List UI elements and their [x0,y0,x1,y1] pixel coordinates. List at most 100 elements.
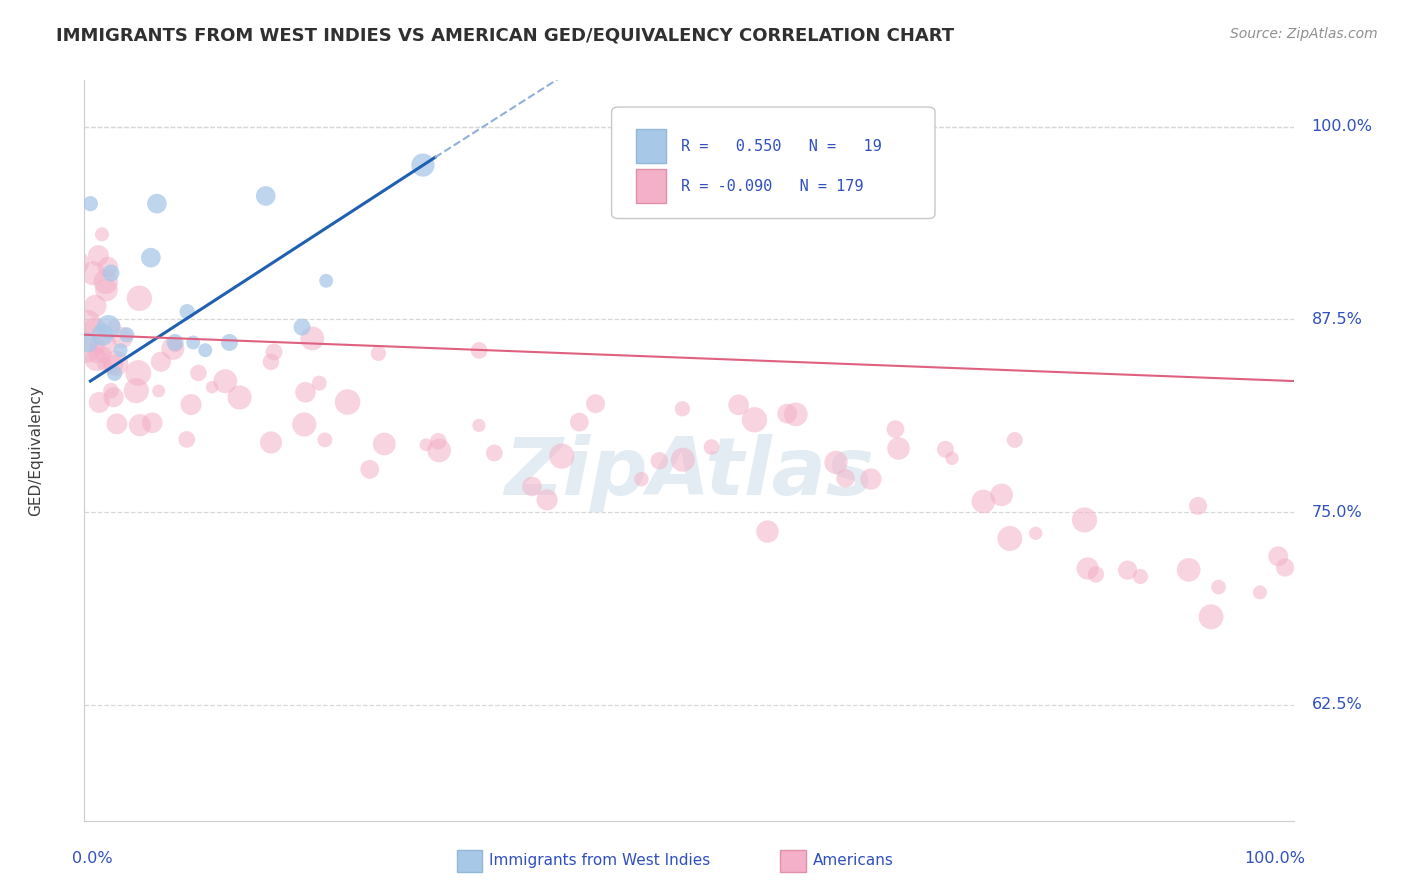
Point [260,355,283,369]
Point [468,418,491,433]
Point [86,339,108,353]
Point [148,384,170,398]
Point [427,434,450,449]
Point [536,492,558,507]
Point [103,390,125,404]
Point [776,407,799,421]
Point [127,366,149,380]
Point [111,331,134,345]
Point [834,471,856,485]
Point [91,227,114,242]
Point [671,401,693,416]
Text: GED/Equivalency: GED/Equivalency [28,385,44,516]
Point [82,266,104,280]
Text: Immigrants from West Indies: Immigrants from West Indies [489,854,710,868]
Point [86,352,108,367]
Text: 75.0%: 75.0% [1312,505,1362,520]
Point [1073,513,1095,527]
Point [1187,499,1209,513]
Point [727,398,749,412]
Point [66,256,89,270]
Point [630,472,652,486]
Point [96,283,118,297]
Point [468,343,491,358]
Point [104,367,127,381]
Text: R =   0.550   N =   19: R = 0.550 N = 19 [681,139,882,153]
Point [1208,580,1230,594]
Point [76,343,98,358]
Point [228,391,250,405]
Point [105,417,128,431]
Point [128,291,150,305]
Point [162,342,184,356]
Point [359,462,381,476]
Point [336,395,359,409]
Point [187,366,209,380]
Text: 0.0%: 0.0% [72,852,112,866]
Point [218,335,240,350]
Point [887,442,910,456]
Point [825,455,848,469]
Point [294,385,316,400]
Point [373,437,395,451]
Point [139,251,162,265]
Text: IMMIGRANTS FROM WEST INDIES VS AMERICAN GED/EQUIVALENCY CORRELATION CHART: IMMIGRANTS FROM WEST INDIES VS AMERICAN … [56,27,955,45]
Point [785,408,807,422]
Point [110,343,132,358]
Point [180,397,202,411]
Point [100,266,122,280]
Point [990,488,1012,502]
Point [1199,609,1222,624]
Point [176,433,198,447]
Text: 100.0%: 100.0% [1244,852,1306,866]
Point [97,260,120,274]
Point [551,449,574,463]
Point [89,395,111,409]
Point [86,348,108,362]
Point [260,435,283,450]
Point [76,315,98,329]
Point [115,327,138,342]
Point [176,304,198,318]
Point [1004,433,1026,447]
Point [84,299,107,313]
Text: 62.5%: 62.5% [1312,698,1362,713]
Point [94,275,117,289]
Text: Americans: Americans [813,854,894,868]
Point [83,322,105,336]
Point [93,357,115,371]
Point [412,158,434,172]
Point [97,320,120,334]
Point [884,422,907,436]
Text: 100.0%: 100.0% [1312,119,1372,134]
Point [941,451,963,466]
Text: Source: ZipAtlas.com: Source: ZipAtlas.com [1230,27,1378,41]
Point [972,494,994,508]
Point [104,357,127,371]
Point [315,274,337,288]
Point [308,376,330,391]
Point [103,318,125,333]
Point [263,345,285,359]
Point [301,331,323,345]
Point [291,320,314,334]
Point [79,196,101,211]
Point [1084,567,1107,582]
Point [100,384,122,398]
Point [292,417,315,432]
Point [415,438,437,452]
Point [1274,560,1296,574]
Point [146,196,169,211]
Point [125,384,148,398]
Point [367,346,389,360]
Point [141,416,163,430]
Point [1249,585,1271,599]
Point [87,249,110,263]
Point [94,337,117,351]
Text: ZipAtlas: ZipAtlas [503,434,875,512]
Point [1298,592,1320,607]
Point [648,453,671,467]
Point [103,358,125,372]
Point [201,380,224,394]
Point [149,354,172,368]
